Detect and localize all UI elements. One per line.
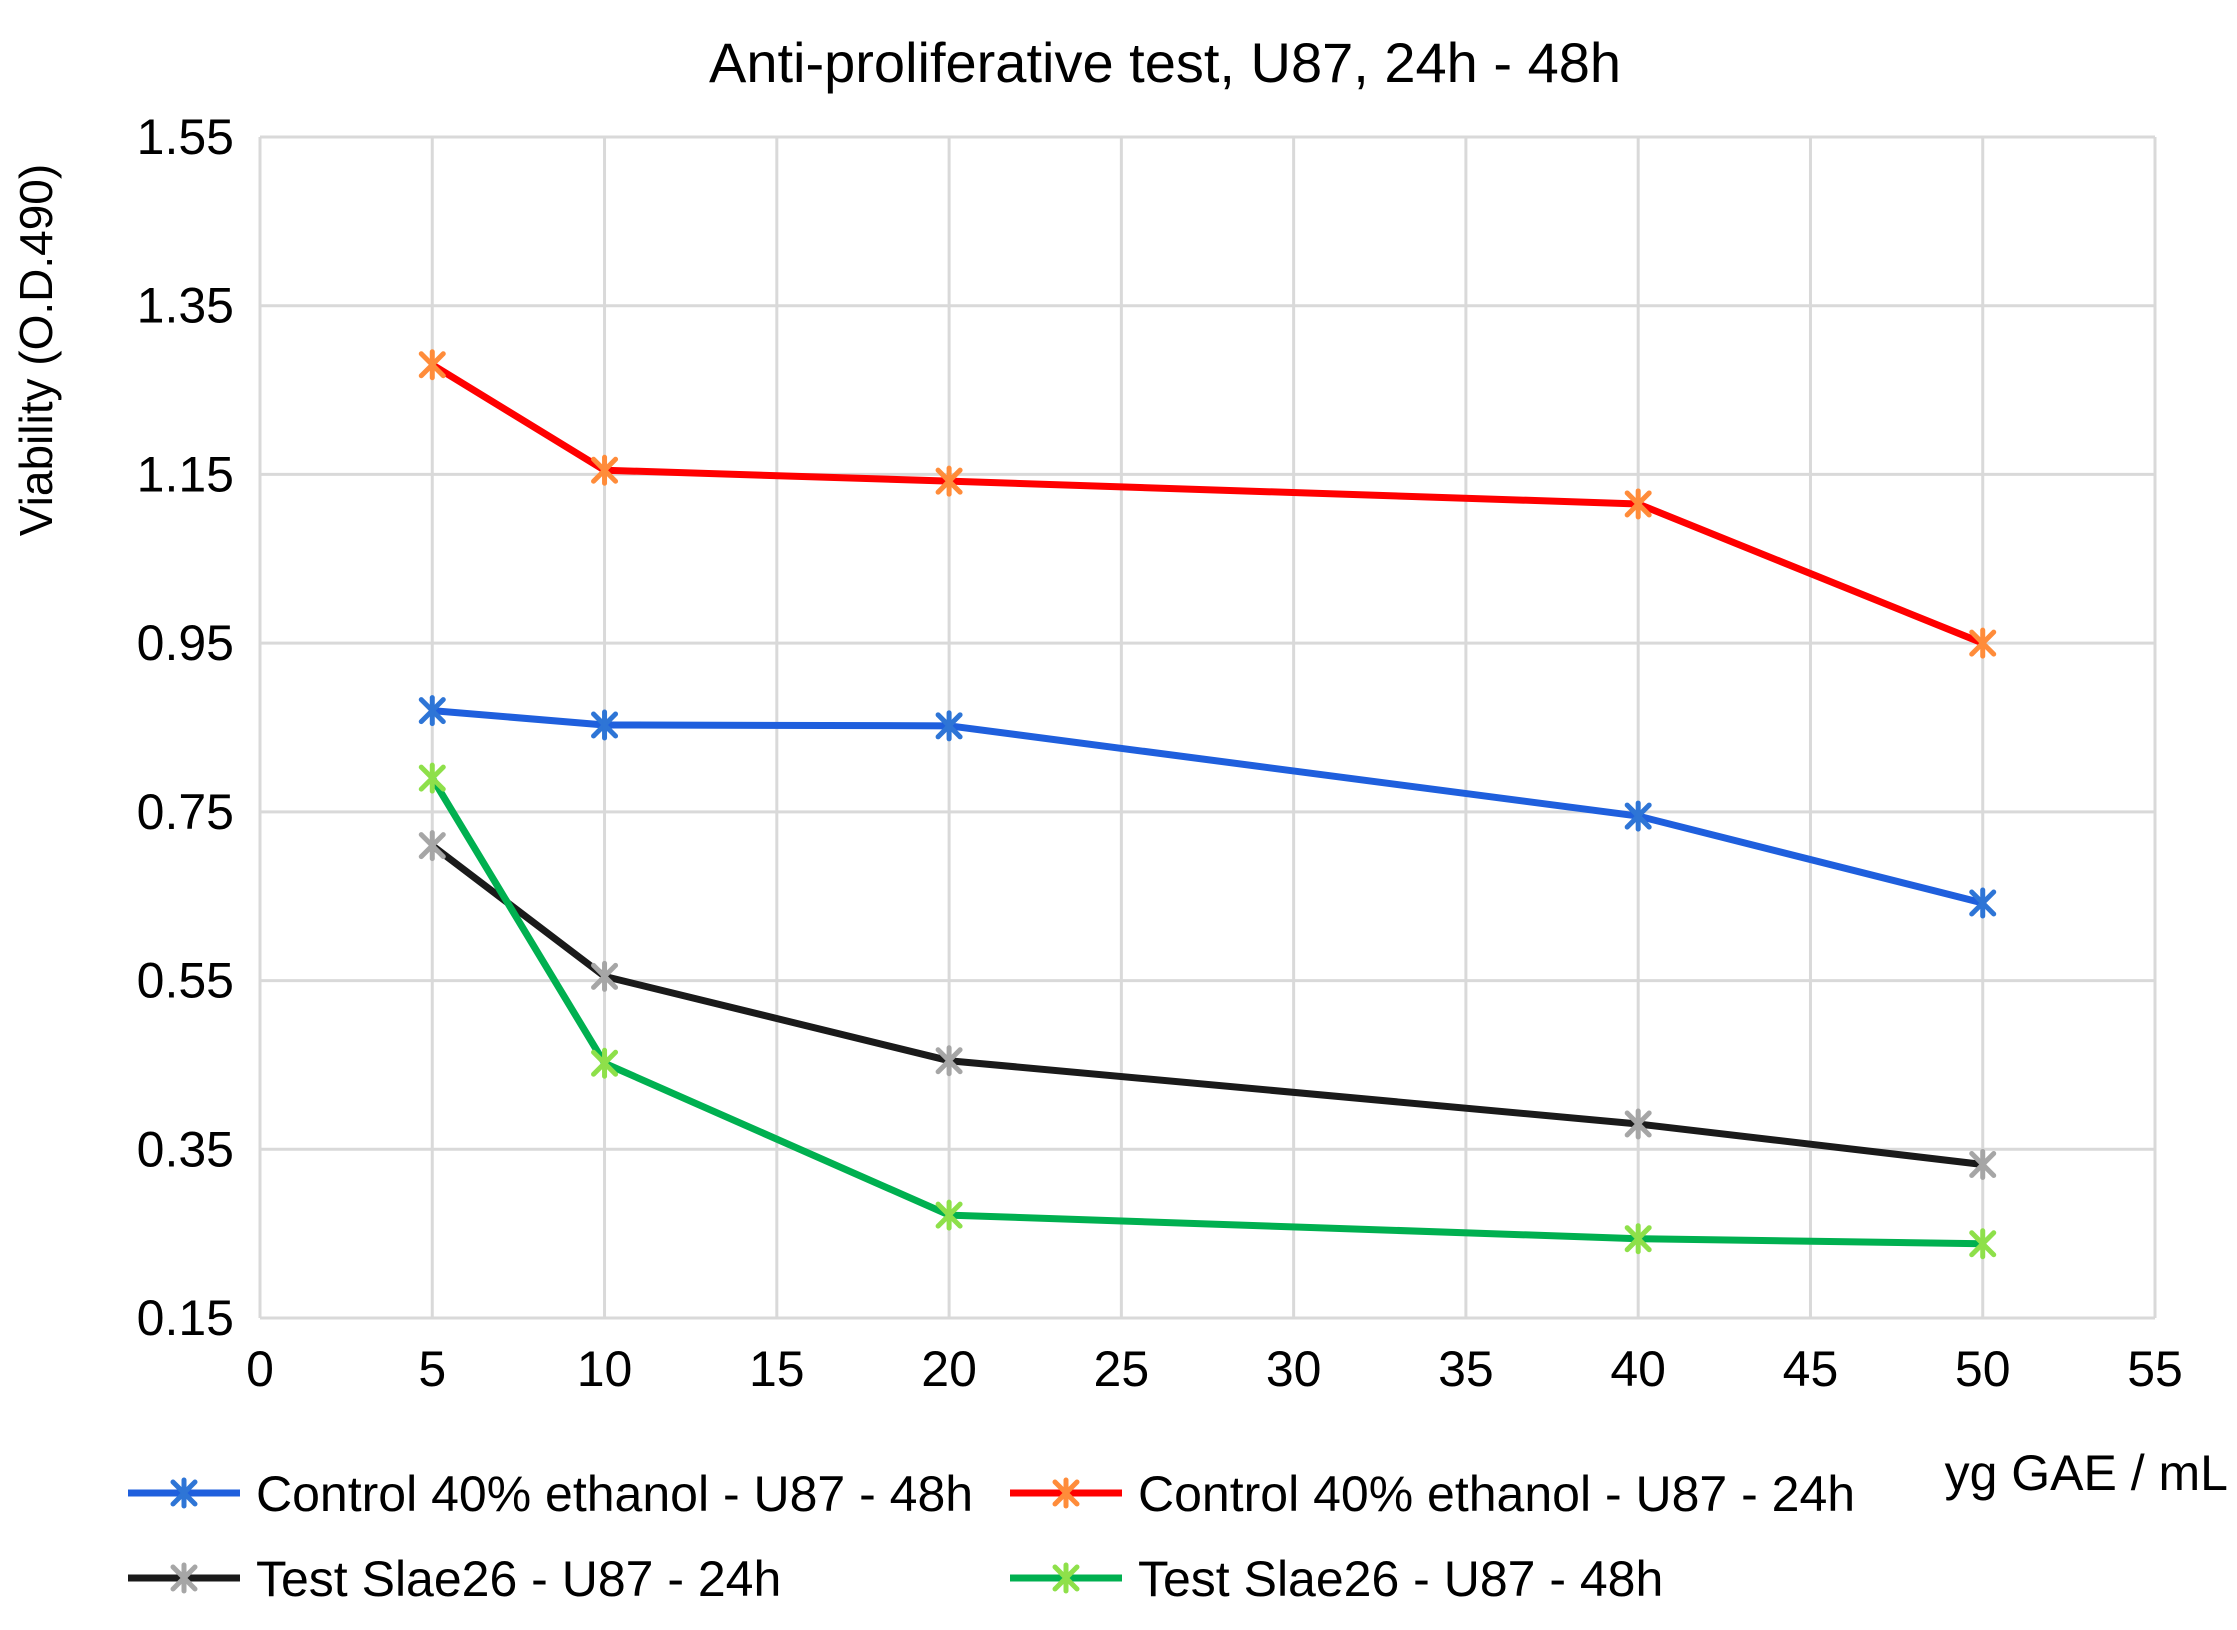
legend-marker: [170, 1477, 198, 1509]
data-point: [1624, 1223, 1652, 1255]
x-tick-label: 10: [577, 1341, 633, 1397]
grid-lines: [258, 135, 2157, 1320]
data-point: [1624, 800, 1652, 832]
data-point: [418, 762, 446, 794]
y-tick-label: 0.35: [137, 1121, 234, 1177]
legend-marker: [1052, 1477, 1080, 1509]
data-point: [418, 349, 446, 381]
legend-label: Test Slae26 - U87 - 24h: [256, 1551, 781, 1607]
series-line: [431, 707, 1984, 907]
y-tick-label: 0.15: [137, 1290, 234, 1346]
y-axis-tick-labels: 0.15 0.35 0.55 0.75 0.95 1.15 1.35 1.55: [137, 109, 234, 1346]
data-point: [1969, 1228, 1997, 1260]
series-line: [429, 776, 1983, 1248]
data-point: [1624, 488, 1652, 520]
data-point: [935, 1045, 963, 1077]
data-point: [418, 695, 446, 727]
data-point: [1969, 627, 1997, 659]
legend-marker: [170, 1562, 198, 1594]
y-tick-label: 0.55: [137, 953, 234, 1009]
data-point: [418, 830, 446, 862]
data-point: [935, 465, 963, 497]
legend-item: Test Slae26 - U87 - 48h: [1010, 1551, 1663, 1607]
x-tick-label: 0: [246, 1341, 274, 1397]
y-tick-label: 1.55: [137, 109, 234, 165]
x-tick-label: 25: [1094, 1341, 1150, 1397]
y-tick-label: 0.75: [137, 784, 234, 840]
x-tick-label: 35: [1438, 1341, 1494, 1397]
data-point: [591, 960, 619, 992]
legend: Control 40% ethanol - U87 - 48h Control 4…: [128, 1466, 1855, 1607]
data-point: [935, 710, 963, 742]
y-tick-label: 1.35: [137, 278, 234, 334]
series-line: [430, 842, 1984, 1168]
legend-label: Control 40% ethanol - U87 - 48h: [256, 1466, 973, 1522]
legend-marker: [1052, 1562, 1080, 1594]
legend-item: Test Slae26 - U87 - 24h: [128, 1551, 781, 1607]
series-1: [418, 695, 1997, 919]
data-point: [935, 1199, 963, 1231]
x-tick-label: 45: [1783, 1341, 1839, 1397]
x-tick-label: 30: [1266, 1341, 1322, 1397]
y-tick-label: 1.15: [137, 446, 234, 502]
data-point: [591, 454, 619, 486]
y-axis-title: Viability (O.D.490): [10, 164, 62, 536]
x-axis-tick-labels: 0 5 10 15 20 25 30 35 40 45 50 55: [246, 1341, 2183, 1397]
y-tick-label: 0.95: [137, 615, 234, 671]
chart-title: Anti-proliferative test, U87, 24h - 48h: [709, 31, 1621, 94]
x-tick-label: 5: [418, 1341, 446, 1397]
data-point: [591, 709, 619, 741]
x-axis-title: yg GAE / mL: [1945, 1445, 2228, 1501]
data-series: [418, 349, 1997, 1260]
legend-label: Control 40% ethanol - U87 - 24h: [1138, 1466, 1855, 1522]
x-tick-label: 50: [1955, 1341, 2011, 1397]
legend-label: Test Slae26 - U87 - 48h: [1138, 1551, 1663, 1607]
x-tick-label: 15: [749, 1341, 805, 1397]
legend-item: Control 40% ethanol - U87 - 24h: [1010, 1466, 1855, 1522]
x-tick-label: 55: [2127, 1341, 2183, 1397]
data-point: [1969, 887, 1997, 919]
series-2: [418, 349, 1997, 659]
legend-item: Control 40% ethanol - U87 - 48h: [128, 1466, 973, 1522]
data-point: [591, 1047, 619, 1079]
series-line: [430, 361, 1985, 647]
series-3: [418, 830, 1997, 1180]
x-tick-label: 40: [1610, 1341, 1666, 1397]
data-point: [1969, 1148, 1997, 1180]
data-point: [1624, 1108, 1652, 1140]
series-4: [418, 762, 1997, 1260]
x-tick-label: 20: [921, 1341, 977, 1397]
